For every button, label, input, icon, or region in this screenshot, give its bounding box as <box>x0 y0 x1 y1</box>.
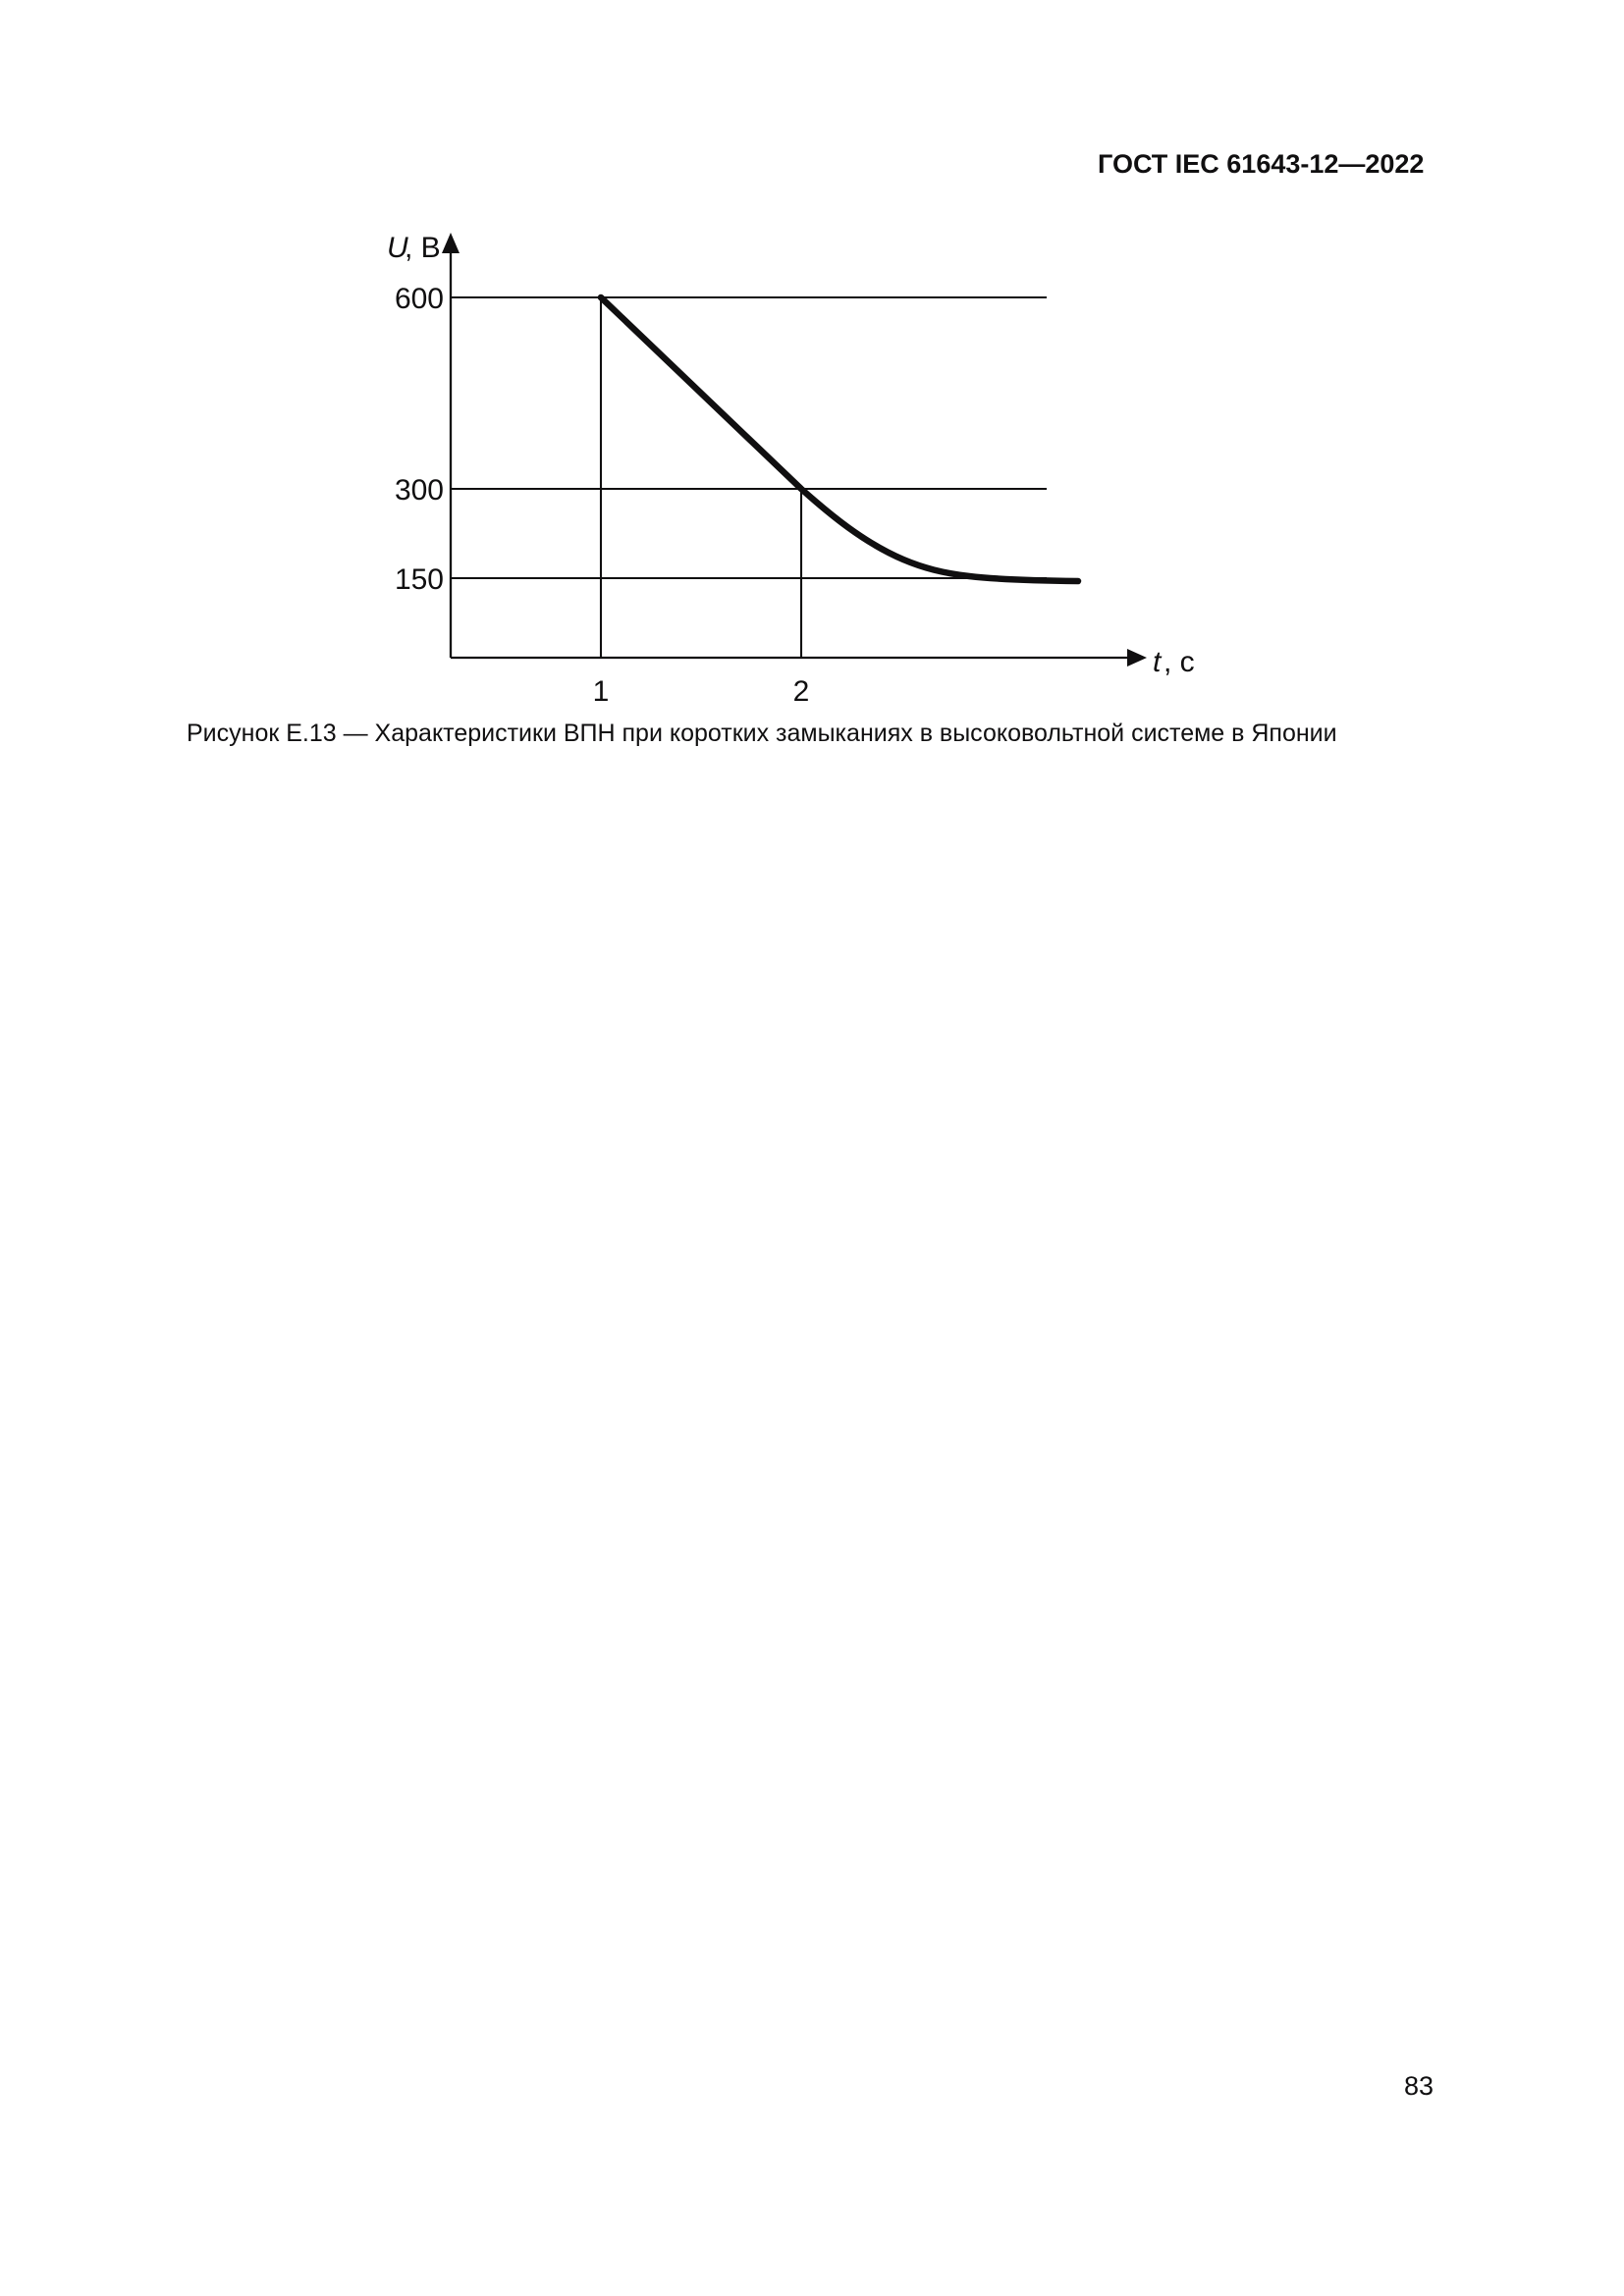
svg-text:150: 150 <box>395 563 444 596</box>
svg-text:t: t <box>1153 646 1163 678</box>
svg-text:1: 1 <box>593 675 610 708</box>
svg-text:, В: , В <box>405 232 441 264</box>
svg-text:600: 600 <box>395 283 444 315</box>
svg-text:, с: , с <box>1164 646 1195 678</box>
svg-text:2: 2 <box>793 675 810 708</box>
svg-text:300: 300 <box>395 474 444 507</box>
